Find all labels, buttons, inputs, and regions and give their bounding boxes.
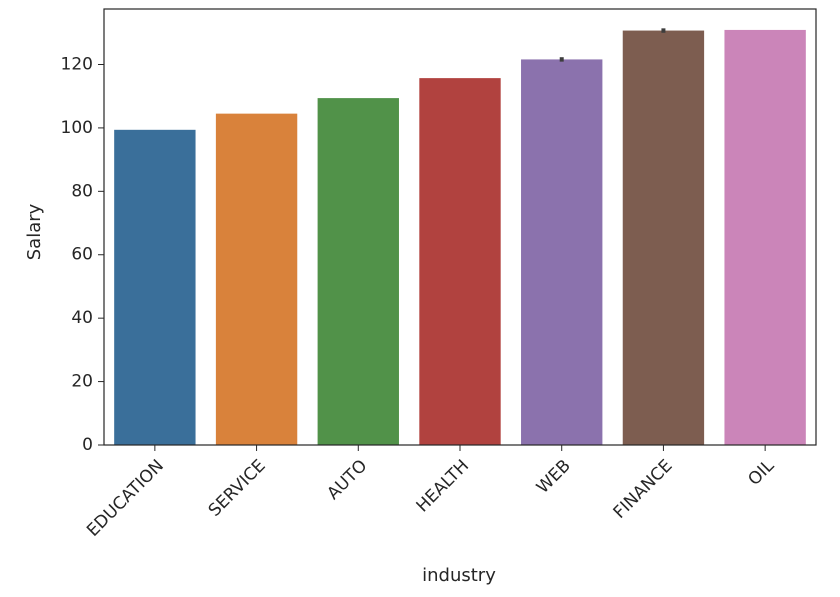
errorbars-layer — [559, 28, 666, 62]
bar-auto — [317, 98, 399, 446]
bars-layer — [114, 29, 806, 446]
x-tick-label: FINANCE — [610, 456, 677, 523]
x-axis-title: industry — [422, 565, 496, 586]
x-tick-label: SERVICE — [205, 456, 270, 521]
x-tick-label: HEALTH — [413, 456, 473, 516]
y-tick-label: 40 — [71, 308, 93, 328]
x-tick-label: OIL — [744, 456, 778, 490]
y-tick-label: 120 — [61, 54, 93, 74]
x-tick-label: EDUCATION — [83, 456, 168, 541]
bar-education — [114, 129, 196, 445]
bar-finance — [622, 30, 705, 445]
bar-service — [215, 113, 298, 445]
bar-oil — [724, 29, 806, 445]
y-axis-title: Salary — [24, 203, 45, 260]
plot-frame — [103, 8, 817, 446]
y-tick-label: 60 — [71, 245, 93, 265]
y-tick-label: 100 — [61, 118, 93, 138]
x-tick-label: AUTO — [323, 456, 371, 504]
y-tick-label: 80 — [71, 181, 93, 201]
x-tick-label: WEB — [533, 456, 575, 498]
bar-health — [419, 78, 501, 445]
y-tick-label: 20 — [71, 372, 93, 392]
y-tick-label: 0 — [82, 435, 93, 455]
bar-web — [521, 59, 603, 446]
